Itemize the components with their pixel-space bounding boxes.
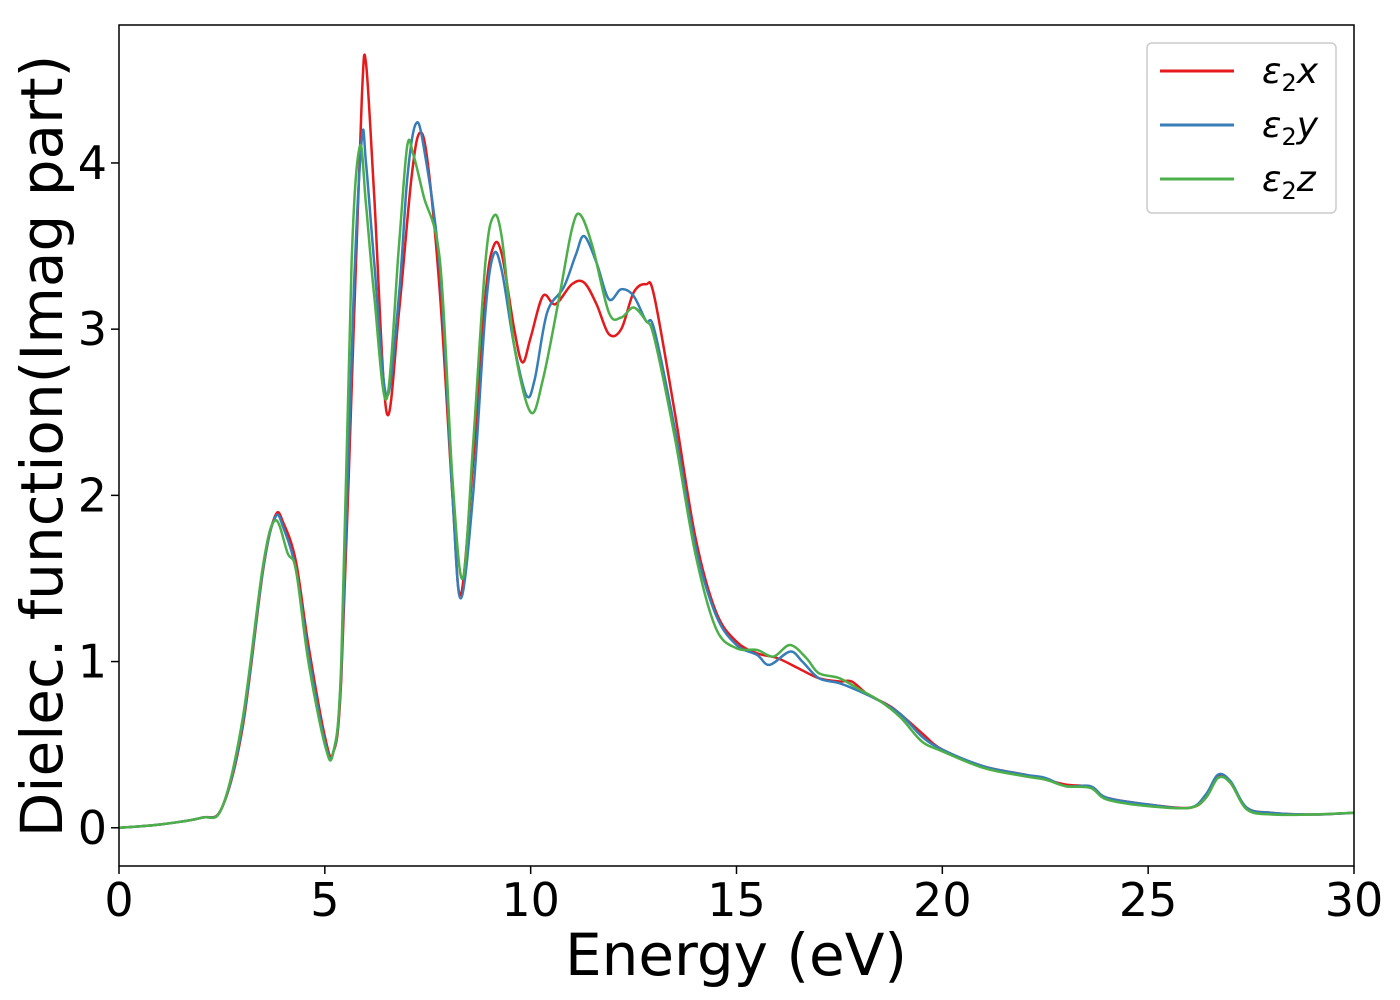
- x-tick-label: 5: [310, 873, 339, 927]
- series-layer: [118, 53, 1355, 830]
- x-tick-label: 15: [707, 873, 766, 927]
- y-tick-label: 1: [78, 635, 107, 689]
- x-axis-title: Energy (eV): [565, 921, 907, 989]
- x-axis-ticks: 0 5 10 15 20 25 30: [104, 866, 1383, 927]
- legend-label-z: ε2z: [1262, 159, 1317, 205]
- legend-label-y: ε2y: [1262, 105, 1319, 151]
- x-tick-label: 25: [1119, 873, 1178, 927]
- x-tick-label: 20: [913, 873, 972, 927]
- legend-label-x: ε2x: [1262, 51, 1319, 97]
- x-tick-label: 0: [104, 873, 133, 927]
- y-tick-label: 2: [78, 468, 107, 522]
- legend-entries: ε2x ε2y ε2z: [1160, 51, 1319, 205]
- y-axis-ticks: 0 1 2 3 4: [78, 136, 119, 855]
- legend-box: [1146, 42, 1337, 214]
- y-tick-label: 3: [78, 302, 107, 356]
- y-tick-label: 4: [78, 136, 107, 190]
- x-tick-label: 30: [1325, 873, 1384, 927]
- y-tick-label: 0: [78, 801, 107, 855]
- series-line-z: [118, 138, 1355, 830]
- y-axis-title: Dielec. function(Imag part): [8, 55, 76, 838]
- legend: ε2x ε2y ε2z: [1146, 42, 1337, 214]
- x-tick-label: 10: [501, 873, 560, 927]
